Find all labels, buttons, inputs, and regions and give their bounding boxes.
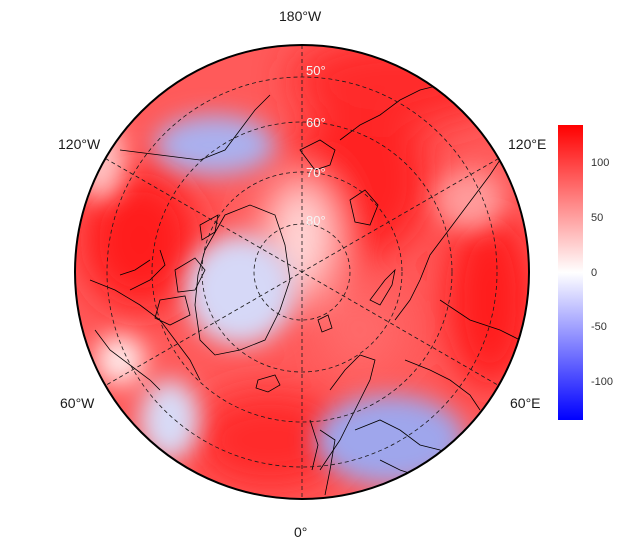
map-border [74,44,530,500]
lon-label-60w: 60°W [60,395,95,411]
colorbar-tick-label: 50 [591,211,604,224]
colorbar-tick-label: 100 [591,157,610,170]
lat-label-70: 70° [306,165,326,180]
colorbar [558,125,583,420]
colorbar-tick-label: -100 [591,375,614,388]
lat-label-50: 50° [306,63,326,78]
lat-label-60: 60° [306,115,326,130]
colorbar-tick-mark [583,217,589,219]
lon-label-180w: 180°W [279,8,322,24]
anomaly-field [75,45,529,499]
lon-label-0: 0° [294,524,308,540]
graticule [105,45,499,499]
lon-label-60e: 60°E [510,395,541,411]
colorbar-tick-mark [583,381,589,383]
lon-label-120e: 120°E [508,136,547,152]
lat-label-80: 80° [306,213,326,228]
colorbar-tick-mark [583,272,589,274]
colorbar-tick-mark [583,163,589,165]
colorbar-tick-mark [583,327,589,329]
colorbar-tick-label: -50 [591,321,607,334]
colorbar-tick-label: 0 [591,266,598,279]
lon-label-120w: 120°W [58,136,101,152]
